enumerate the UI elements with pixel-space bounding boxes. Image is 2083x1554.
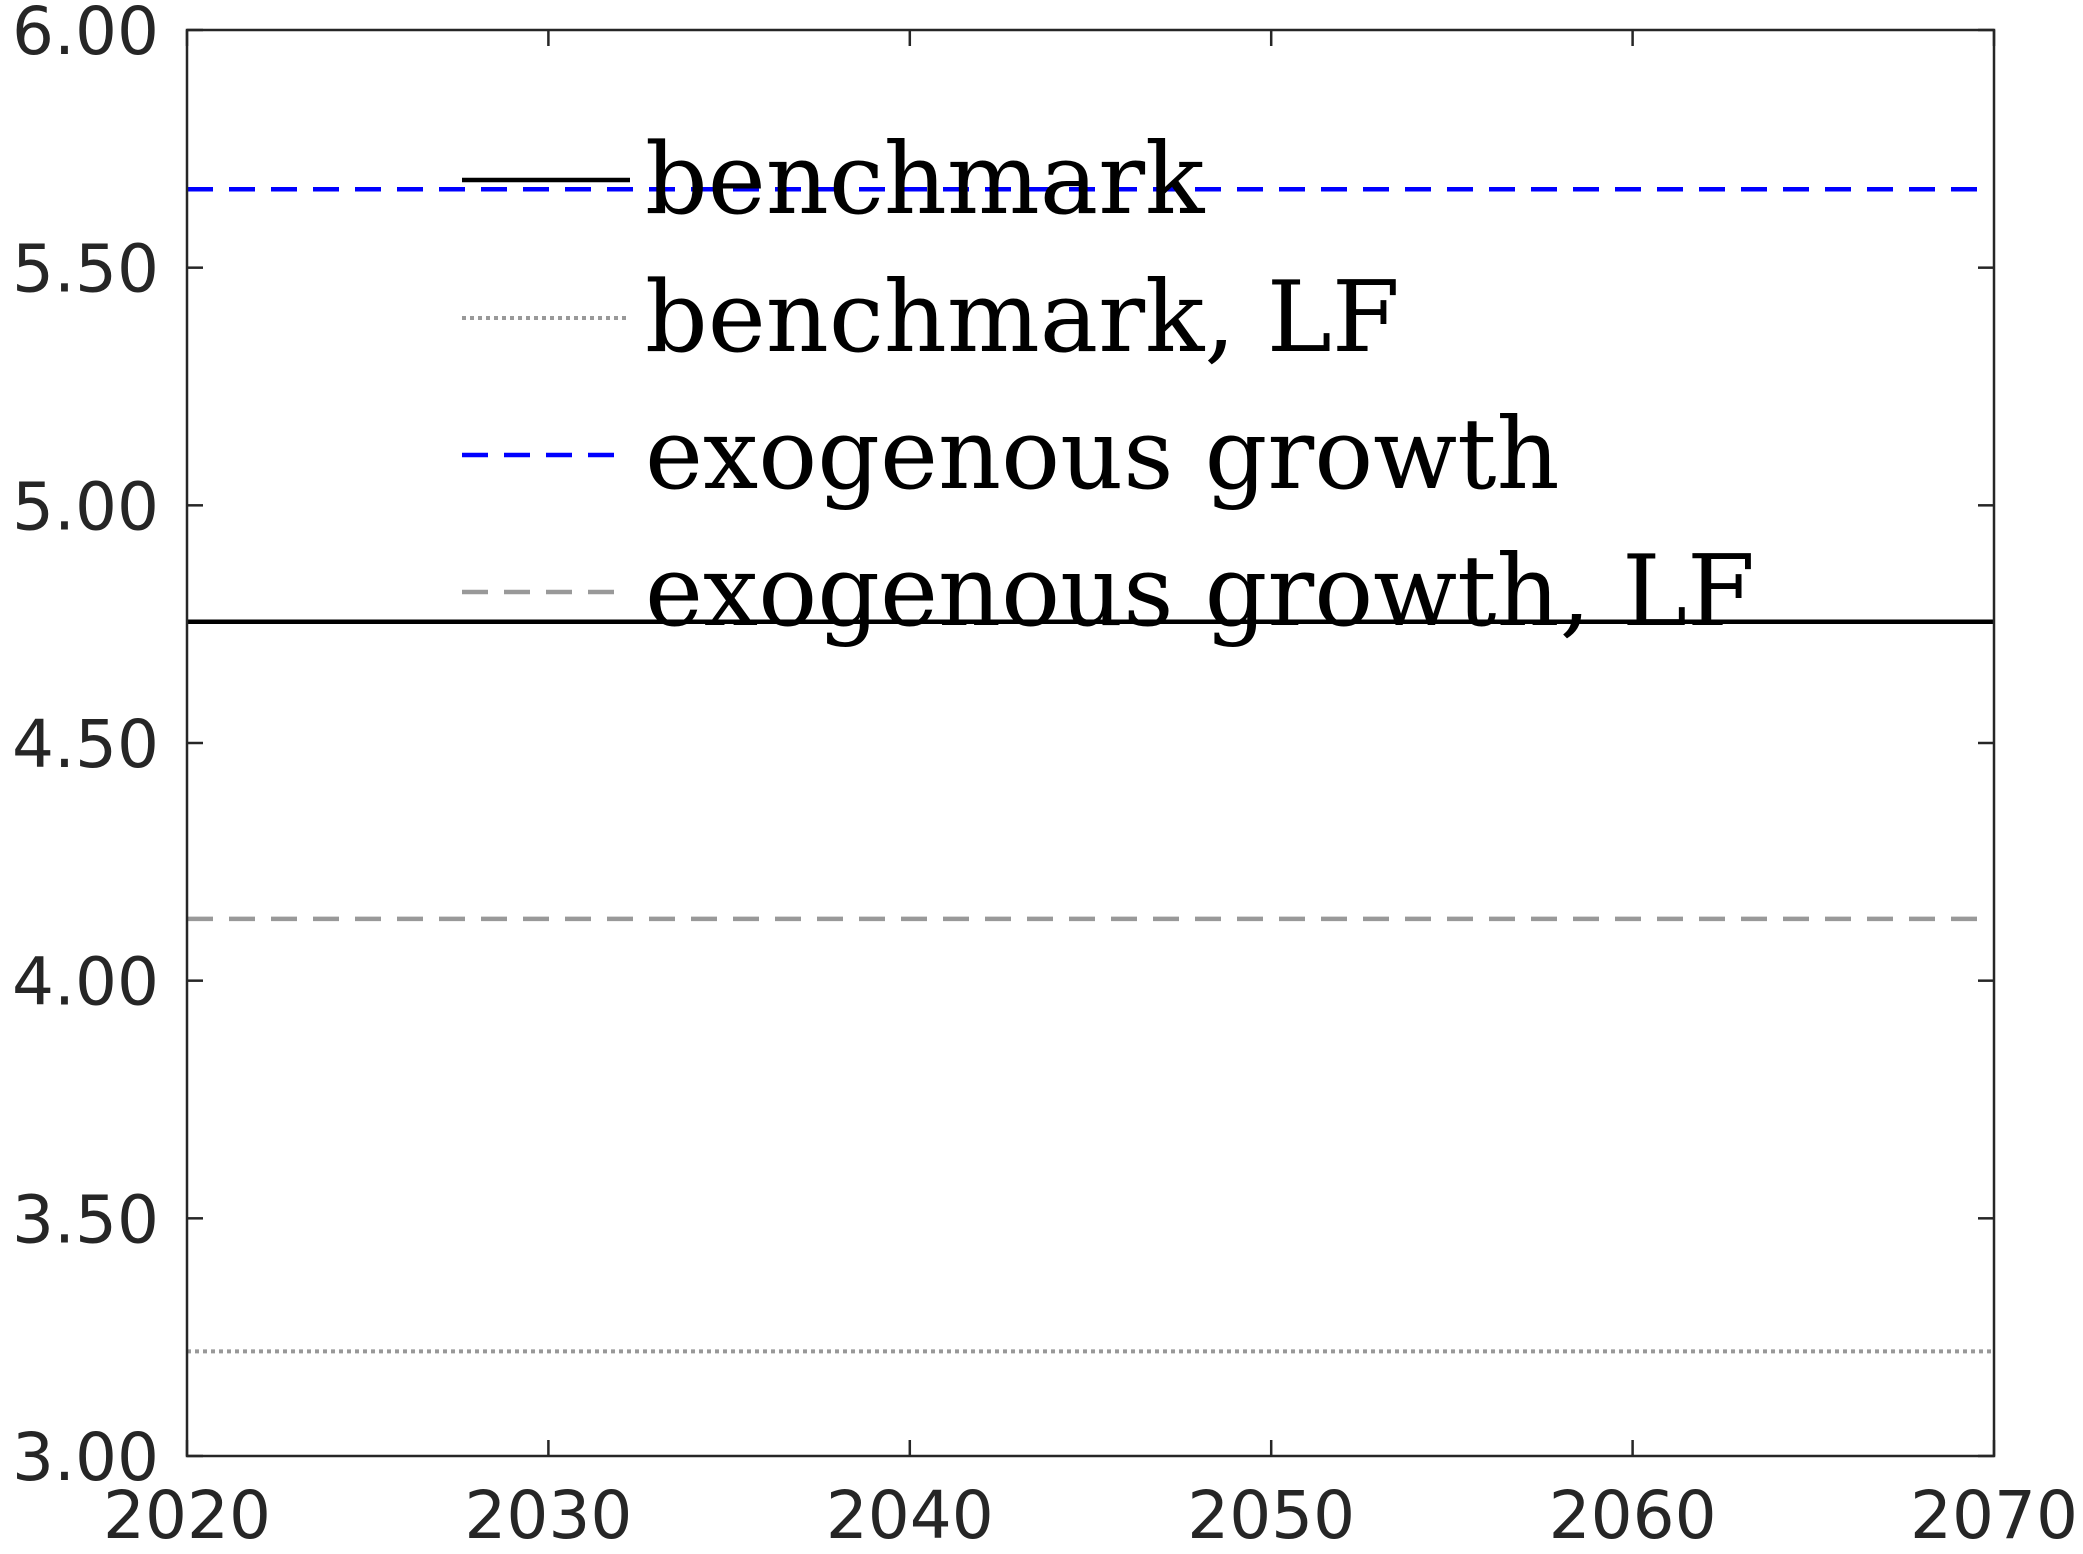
y-tick-label: 3.00 — [12, 1419, 159, 1496]
y-tick-label: 5.00 — [12, 468, 159, 545]
legend: benchmark benchmark, LF exogenous growth ex… — [462, 123, 1755, 649]
x-tick-label: 2030 — [464, 1477, 632, 1554]
legend-label: benchmark — [645, 123, 1206, 237]
series-layer — [187, 186, 1994, 1354]
y-tick-label: 4.00 — [12, 944, 159, 1021]
legend-label: exogenous growth — [645, 398, 1560, 512]
y-tick-label: 5.50 — [12, 231, 159, 308]
legend-label: benchmark, LF — [645, 261, 1400, 375]
y-tick-label: 4.50 — [12, 706, 159, 783]
y-tick-label: 3.50 — [12, 1181, 159, 1258]
x-tick-label: 2050 — [1187, 1477, 1355, 1554]
x-tick-label: 2020 — [103, 1477, 271, 1554]
x-tick-label: 2070 — [1910, 1477, 2078, 1554]
legend-label: exogenous growth, LF — [645, 535, 1755, 649]
x-tick-label: 2040 — [826, 1477, 994, 1554]
x-tick-label: 2060 — [1549, 1477, 1717, 1554]
y-tick-label: 6.00 — [12, 0, 159, 70]
axes-layer: 2020 2030 2040 2050 2060 2070 3.00 3.50 4.00 4.50… — [12, 0, 2078, 1554]
plot-background — [187, 30, 1994, 1456]
